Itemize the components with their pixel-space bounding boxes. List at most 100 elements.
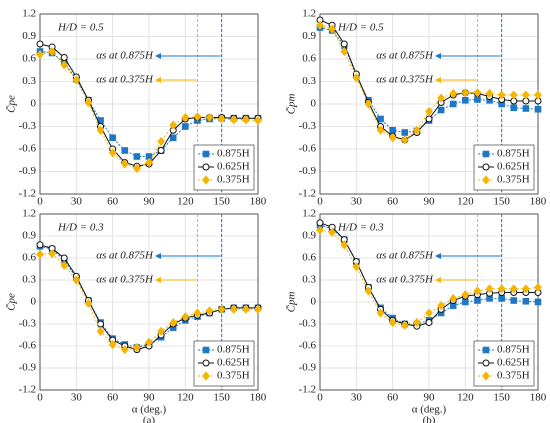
marker bbox=[485, 88, 494, 99]
marker bbox=[205, 112, 214, 123]
legend-label: 0.375H bbox=[497, 174, 530, 186]
marker bbox=[401, 129, 409, 136]
y-tick-label: 0.9 bbox=[22, 230, 36, 242]
y-tick-label: -0.6 bbox=[299, 143, 317, 155]
marker bbox=[364, 99, 373, 109]
annotation-arrowhead bbox=[155, 277, 161, 283]
marker bbox=[340, 40, 348, 48]
x-tick-label: 120 bbox=[457, 392, 474, 404]
marker bbox=[145, 337, 153, 347]
annotation-arrowhead bbox=[435, 53, 441, 59]
y-tick-label: 1.2 bbox=[22, 8, 36, 20]
x-tick-label: 60 bbox=[387, 392, 399, 404]
marker bbox=[534, 105, 542, 113]
panel: -1.2 -0.9 -0.6 -0.3 0 0.3 0.6 0.9 1.2 0 30 60 90 120 1… bbox=[286, 208, 547, 423]
panel-title: H/D = 0.3 bbox=[337, 222, 384, 234]
legend-label: 0.875H bbox=[497, 148, 530, 160]
y-tick-label: 1.2 bbox=[302, 208, 316, 220]
marker bbox=[182, 123, 189, 130]
marker bbox=[121, 147, 129, 154]
y-tick-label: -0.6 bbox=[19, 340, 37, 352]
x-axis-label: α (deg.) bbox=[132, 404, 167, 416]
marker bbox=[145, 157, 153, 168]
marker bbox=[36, 49, 44, 60]
y-tick-label: 0 bbox=[31, 98, 37, 110]
marker bbox=[205, 306, 214, 316]
marker bbox=[84, 97, 93, 108]
x-tick-label: 90 bbox=[144, 196, 156, 208]
marker bbox=[485, 284, 494, 294]
marker bbox=[36, 241, 44, 249]
legend-label: 0.875H bbox=[217, 344, 250, 356]
marker bbox=[157, 326, 165, 336]
marker bbox=[509, 90, 518, 100]
y-axis-label: C̄pm bbox=[286, 94, 298, 115]
y-tick-label: -0.6 bbox=[19, 143, 37, 155]
marker bbox=[48, 249, 56, 259]
marker bbox=[388, 317, 397, 328]
legend-label: 0.625H bbox=[497, 161, 530, 173]
annotation-arrowhead bbox=[435, 77, 441, 83]
x-tick-label: 90 bbox=[144, 392, 156, 404]
y-tick-label: 0.9 bbox=[22, 30, 36, 42]
x-tick-label: 60 bbox=[387, 196, 399, 208]
marker bbox=[169, 134, 177, 142]
marker bbox=[120, 159, 129, 169]
marker bbox=[157, 147, 165, 154]
marker bbox=[60, 60, 69, 70]
x-tick-label: 180 bbox=[250, 196, 267, 208]
legend-marker bbox=[482, 346, 490, 354]
legend-marker bbox=[482, 359, 490, 367]
marker bbox=[377, 115, 384, 123]
y-tick-label: 0.6 bbox=[302, 252, 316, 264]
marker bbox=[425, 106, 433, 117]
annotation: αs at 0.375H bbox=[96, 274, 154, 286]
marker bbox=[437, 106, 445, 114]
legend-marker bbox=[482, 371, 490, 381]
x-tick-label: 120 bbox=[177, 392, 194, 404]
marker bbox=[193, 308, 202, 318]
marker bbox=[389, 126, 396, 134]
y-tick-label: -0.9 bbox=[299, 362, 317, 374]
axes-frame bbox=[39, 213, 259, 391]
marker bbox=[217, 114, 226, 124]
marker bbox=[461, 88, 470, 98]
marker bbox=[60, 260, 69, 270]
marker bbox=[510, 104, 518, 112]
marker bbox=[217, 304, 226, 314]
legend-label: 0.875H bbox=[497, 344, 530, 356]
x-tick-label: 90 bbox=[424, 196, 436, 208]
marker bbox=[522, 297, 530, 305]
y-axis-label: C̄pe bbox=[6, 293, 18, 311]
marker bbox=[509, 284, 518, 294]
marker bbox=[169, 120, 178, 130]
marker bbox=[534, 90, 542, 100]
marker bbox=[425, 319, 433, 327]
marker bbox=[461, 290, 470, 300]
legend-label: 0.375H bbox=[217, 370, 250, 382]
annotation: αs at 0.375H bbox=[96, 74, 154, 86]
marker bbox=[316, 225, 324, 235]
marker bbox=[497, 284, 506, 294]
y-tick-label: -1.2 bbox=[299, 188, 316, 200]
marker bbox=[534, 298, 542, 306]
panel-title: H/D = 0.3 bbox=[57, 222, 104, 234]
x-tick-label: 30 bbox=[351, 392, 363, 404]
marker bbox=[108, 339, 117, 350]
marker bbox=[400, 135, 409, 145]
x-tick-label: 180 bbox=[530, 392, 547, 404]
annotation: αs at 0.875H bbox=[376, 50, 434, 62]
x-tick-label: 150 bbox=[493, 196, 510, 208]
marker bbox=[413, 317, 421, 328]
legend-marker bbox=[202, 175, 210, 185]
y-tick-label: -0.3 bbox=[299, 120, 317, 132]
legend-label: 0.375H bbox=[217, 174, 250, 186]
annotation: αs at 0.875H bbox=[96, 50, 154, 62]
marker bbox=[169, 317, 178, 328]
x-tick-label: 150 bbox=[213, 196, 230, 208]
legend-label: 0.625H bbox=[217, 161, 250, 173]
legend-label: 0.625H bbox=[497, 357, 530, 369]
marker bbox=[340, 240, 349, 250]
marker bbox=[437, 93, 445, 103]
y-tick-label: -0.3 bbox=[299, 318, 317, 330]
